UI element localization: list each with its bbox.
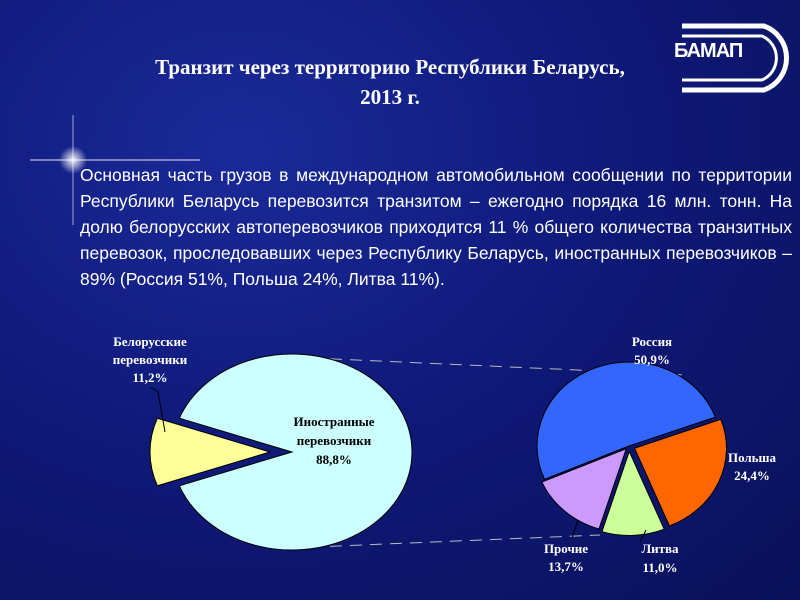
label-poland-name: Польша: [728, 450, 777, 465]
connector-line-bottom: [289, 534, 601, 549]
label-lithuania-value: 11,0%: [642, 560, 677, 575]
logo-text: БАМАП: [674, 40, 743, 62]
slide-title: Транзит через территорию Республики Бела…: [90, 52, 690, 112]
pie-chart-carriers: [149, 353, 413, 551]
label-russia-name: Россия: [632, 334, 672, 349]
title-line-2: 2013 г.: [360, 85, 420, 109]
pie-slice-poland: [633, 418, 727, 527]
title-line-1: Транзит через территорию Республики Бела…: [155, 55, 625, 79]
pie-slice-foreign: [178, 353, 413, 551]
label-russia-value: 50,9%: [634, 352, 670, 367]
label-belarus-value: 11,2%: [132, 370, 167, 385]
leader-other: [571, 519, 579, 539]
label-other-value: 13,7%: [548, 559, 584, 574]
label-poland-value: 24,4%: [734, 468, 770, 483]
pie-slice-lithuania: [601, 450, 665, 536]
label-belarus-line2: перевозчики: [113, 352, 188, 367]
sparkle-decoration: [30, 115, 200, 225]
connector-line-top: [289, 356, 689, 376]
pie-slice-russia: [536, 361, 717, 480]
pie-slice-other: [541, 447, 628, 530]
leader-lithuania: [639, 529, 647, 543]
label-other-name: Прочие: [544, 541, 588, 556]
pie-chart-foreign-breakdown: [536, 361, 727, 536]
pie-slice-belarus: [149, 417, 272, 487]
label-foreign-value: 88,8%: [316, 452, 352, 467]
bamap-logo: [682, 23, 790, 93]
leader-belarus: [149, 386, 166, 433]
body-paragraph: Основная часть грузов в международном ав…: [80, 165, 792, 289]
label-lithuania-name: Литва: [641, 541, 679, 556]
label-foreign-line1: Иностранные: [293, 414, 374, 429]
label-belarus-line1: Белорусские: [113, 334, 187, 349]
label-foreign-line2: перевозчики: [297, 433, 372, 448]
